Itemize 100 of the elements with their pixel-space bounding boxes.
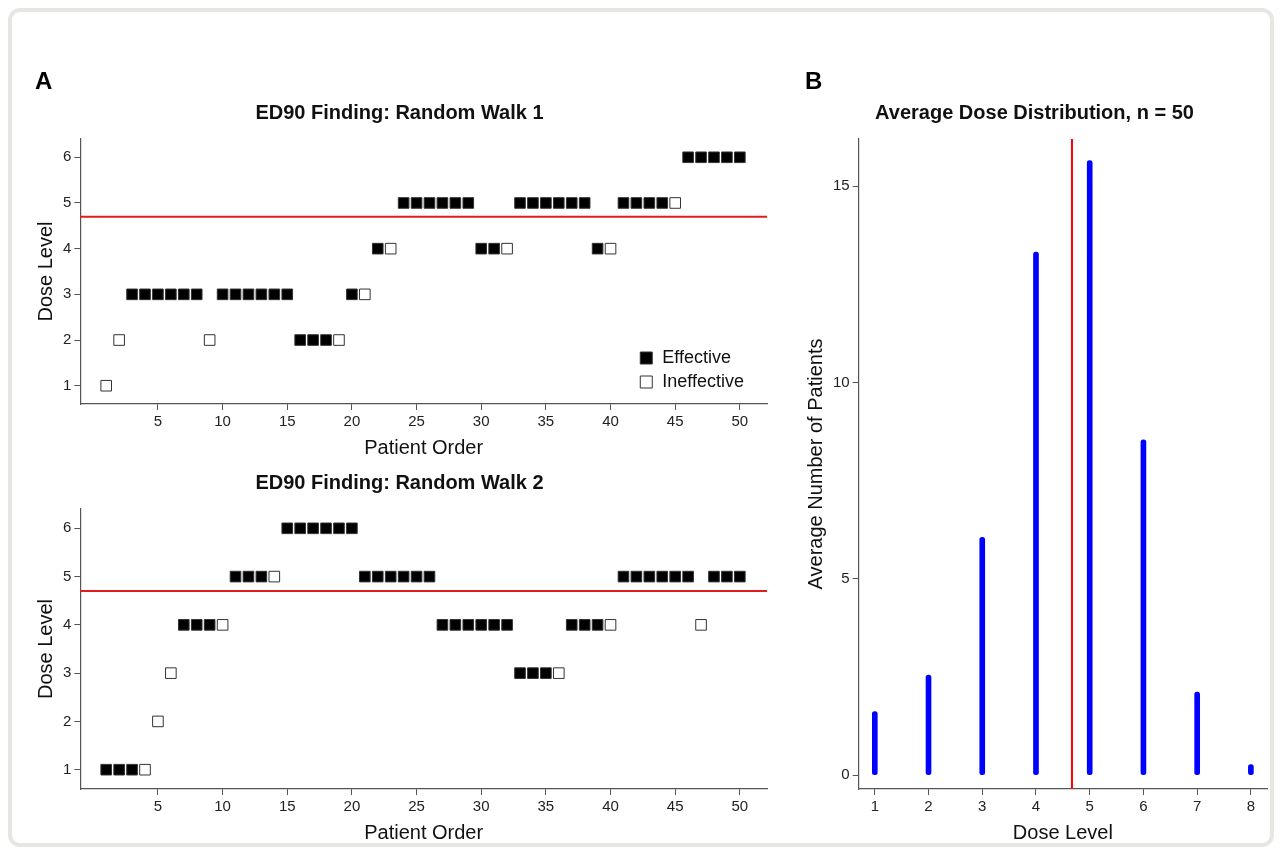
x-tick-label: 40 xyxy=(602,412,619,430)
x-tick-label: 35 xyxy=(537,412,555,430)
y-tick-label: 5 xyxy=(63,193,72,211)
point xyxy=(630,570,643,583)
point xyxy=(604,619,617,631)
point xyxy=(591,619,604,631)
y-tick-label: 4 xyxy=(63,615,72,632)
legend-label: Effective xyxy=(662,346,731,367)
point xyxy=(126,763,138,776)
x-tick-label: 6 xyxy=(1139,797,1148,815)
bar xyxy=(1086,160,1093,776)
point xyxy=(268,288,281,301)
bar xyxy=(1033,251,1039,776)
point xyxy=(397,197,410,209)
point xyxy=(721,151,733,164)
y-tick-label: 2 xyxy=(63,330,72,348)
point xyxy=(669,197,681,209)
y-tick-label: 10 xyxy=(833,372,850,390)
point xyxy=(281,288,294,301)
y-tick-label: 4 xyxy=(63,238,72,256)
point xyxy=(165,288,177,301)
point xyxy=(320,334,332,346)
y-tick-label: 2 xyxy=(63,711,72,729)
point xyxy=(139,763,151,776)
y-tick-label: 3 xyxy=(63,663,72,681)
x-tick-label: 45 xyxy=(666,797,684,815)
x-tick-label: 50 xyxy=(731,412,749,430)
point xyxy=(488,242,500,255)
point xyxy=(397,570,410,583)
point xyxy=(462,619,475,631)
x-tick-label: 5 xyxy=(153,797,163,815)
point xyxy=(553,667,565,679)
point xyxy=(216,288,229,301)
point xyxy=(695,619,707,631)
x-tick-label: 40 xyxy=(602,797,619,815)
point xyxy=(294,334,306,346)
point xyxy=(501,619,513,631)
bar xyxy=(979,536,986,776)
x-tick-label: 5 xyxy=(153,412,163,430)
chart-title: Average Dose Distribution, n = 50 xyxy=(875,100,1194,123)
text: B xyxy=(805,67,823,95)
point xyxy=(682,151,694,164)
x-tick-label: 25 xyxy=(408,797,425,815)
y-tick-label: 0 xyxy=(841,765,850,783)
chart-title: ED90 Finding: Random Walk 1 xyxy=(255,100,544,123)
point xyxy=(384,570,397,583)
point xyxy=(682,570,694,583)
point xyxy=(320,522,332,535)
point xyxy=(152,288,164,301)
x-tick-label: 45 xyxy=(666,412,684,430)
text: A xyxy=(35,67,53,95)
x-tick-label: 30 xyxy=(472,797,490,815)
x-tick-label: 3 xyxy=(978,797,987,815)
point xyxy=(216,619,229,631)
y-tick-label: 15 xyxy=(833,176,850,194)
x-tick-label: 4 xyxy=(1031,797,1041,815)
x-axis-title: Patient Order xyxy=(364,435,484,458)
point xyxy=(113,334,125,346)
point xyxy=(734,151,746,164)
point xyxy=(488,619,500,631)
point xyxy=(540,667,552,679)
point xyxy=(436,619,449,631)
point xyxy=(203,619,216,631)
y-tick-label: 1 xyxy=(63,375,72,393)
y-tick-label: 5 xyxy=(63,566,72,584)
x-tick-label: 5 xyxy=(1085,797,1094,815)
point xyxy=(255,288,268,301)
point xyxy=(643,570,656,583)
bar xyxy=(1194,691,1200,776)
point xyxy=(604,242,617,255)
y-axis-title: Average Number of Patients xyxy=(803,338,826,590)
x-tick-label: 35 xyxy=(537,797,555,815)
point xyxy=(540,197,552,209)
point xyxy=(100,379,113,392)
point xyxy=(371,570,384,583)
point xyxy=(656,197,669,209)
x-axis-title: Dose Level xyxy=(1012,820,1113,843)
x-tick-label: 20 xyxy=(343,797,361,815)
point xyxy=(359,570,371,583)
point xyxy=(229,570,242,583)
point xyxy=(591,242,604,255)
point xyxy=(553,197,565,209)
point xyxy=(617,197,630,209)
point xyxy=(423,197,436,209)
point xyxy=(139,288,151,301)
point xyxy=(708,570,720,583)
x-tick-label: 2 xyxy=(924,797,933,815)
y-axis-title: Dose Level xyxy=(33,221,56,322)
point xyxy=(100,763,113,776)
point xyxy=(346,288,358,301)
x-tick-label: 10 xyxy=(214,797,231,815)
point xyxy=(113,763,125,776)
y-tick-label: 5 xyxy=(841,569,850,587)
y-tick-label: 1 xyxy=(63,759,72,777)
point xyxy=(255,570,268,583)
x-tick-label: 8 xyxy=(1246,797,1256,815)
point xyxy=(475,619,488,631)
point xyxy=(190,619,203,631)
y-tick-label: 6 xyxy=(63,147,72,165)
point xyxy=(371,242,384,255)
